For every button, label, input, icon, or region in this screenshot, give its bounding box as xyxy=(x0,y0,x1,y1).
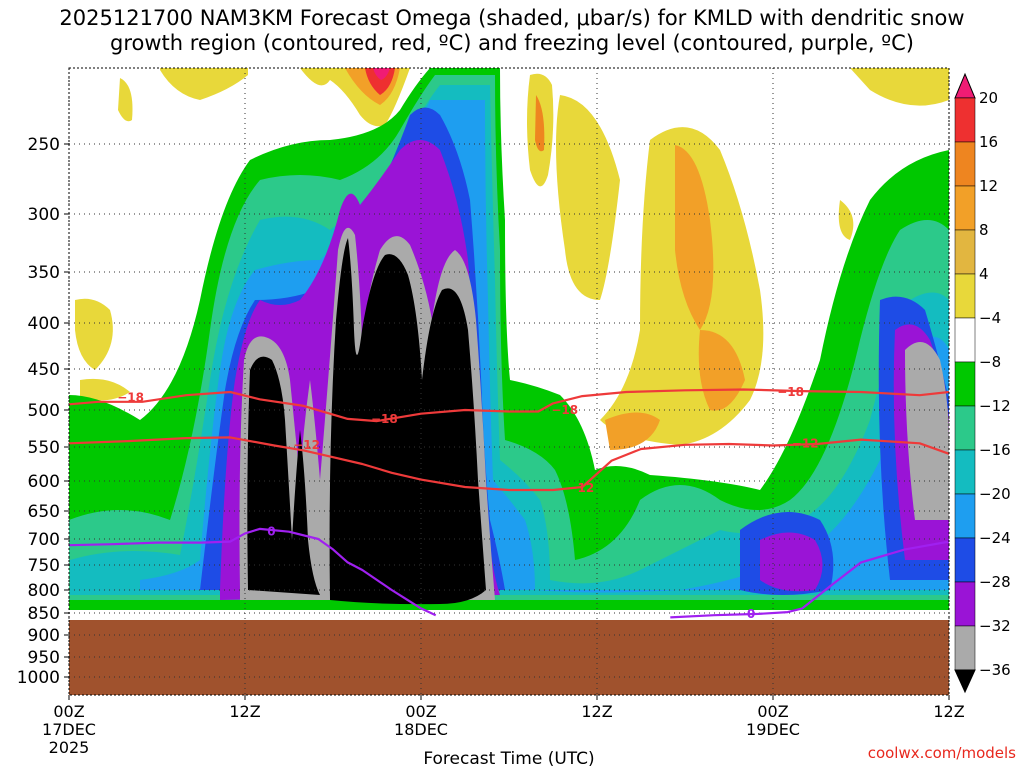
colorbar-label-1: 16 xyxy=(979,133,998,151)
colorbar-bin-11 xyxy=(954,537,976,583)
contour-label-2: −18 xyxy=(551,403,578,417)
colorbar-bin-8 xyxy=(954,405,976,451)
ytick-label-750: 750 xyxy=(28,556,60,576)
colorbar-label-11: −28 xyxy=(979,573,1011,591)
colorbar-bin-2 xyxy=(954,141,976,187)
xtick-label-2: 00Z xyxy=(405,702,436,721)
plot-frame xyxy=(68,67,950,696)
colorbar-label-0: 20 xyxy=(979,89,998,107)
contour-label-0: −18 xyxy=(117,391,144,405)
credit-link[interactable]: coolwx.com/models xyxy=(867,744,1016,762)
series-dgz_minus18 xyxy=(69,388,949,423)
colorbar-bin-12 xyxy=(954,581,976,627)
ytick-label-600: 600 xyxy=(28,472,60,492)
colorbar-bin-4 xyxy=(954,229,976,275)
xtick-date-2: 18DEC xyxy=(394,720,448,739)
chart-title-line-2: growth region (contoured, red, ºC) and f… xyxy=(110,31,914,55)
temperature-contours xyxy=(69,388,949,619)
ytick-label-650: 650 xyxy=(28,502,60,522)
ytick-label-450: 450 xyxy=(28,360,60,380)
ytick-label-400: 400 xyxy=(28,314,60,334)
ytick-label-500: 500 xyxy=(28,401,60,421)
xtick-label-0: 00Z xyxy=(53,702,84,721)
pressure-axis: 2503003504004505005506006507007508008509… xyxy=(17,135,69,688)
colorbar-bin-9 xyxy=(954,449,976,495)
omega-negative-shading xyxy=(69,68,949,610)
colorbar-label-5: −4 xyxy=(979,309,1001,327)
xtick-label-1: 12Z xyxy=(229,702,260,721)
colorbar-bin-6 xyxy=(954,317,976,363)
chart-title-line-1: 2025121700 NAM3KM Forecast Omega (shaded… xyxy=(59,6,965,30)
colorbar-label-4: 4 xyxy=(979,265,989,283)
ytick-label-800: 800 xyxy=(28,581,60,601)
ytick-label-700: 700 xyxy=(28,530,60,550)
colorbar-bin-10 xyxy=(954,493,976,539)
colorbar-label-13: −36 xyxy=(979,661,1011,679)
series-dgz_minus12 xyxy=(69,436,949,492)
omega-positive-shading xyxy=(75,68,949,660)
ytick-label-900: 900 xyxy=(28,626,60,646)
ytick-label-850: 850 xyxy=(28,604,60,624)
colorbar-label-6: −8 xyxy=(979,353,1001,371)
colorbar-label-8: −16 xyxy=(979,441,1011,459)
contour-label-3: −18 xyxy=(777,385,804,399)
xtick-date-0: 17DEC xyxy=(42,720,96,739)
ytick-label-550: 550 xyxy=(28,438,60,458)
contour-labels: −18 −18 −18 −18 −12 −12 −12 0 0 xyxy=(117,385,818,621)
ytick-label-250: 250 xyxy=(28,135,60,155)
contour-label-5: −12 xyxy=(567,481,594,495)
colorbar-bin-3 xyxy=(954,185,976,231)
colorbar-label-7: −12 xyxy=(979,397,1011,415)
colorbar-arrow-bottom xyxy=(954,669,976,694)
ytick-label-300: 300 xyxy=(28,205,60,225)
xtick-label-3: 12Z xyxy=(581,702,612,721)
colorbar-label-9: −20 xyxy=(979,485,1011,503)
x-axis-label: Forecast Time (UTC) xyxy=(423,749,594,768)
ytick-label-350: 350 xyxy=(28,263,60,283)
contour-label-8: 0 xyxy=(747,607,755,621)
grid xyxy=(68,68,950,695)
colorbar-bin-1 xyxy=(954,97,976,143)
series-freezing_level_0 xyxy=(69,527,437,617)
xtick-date-4: 19DEC xyxy=(746,720,800,739)
contour-label-4: −12 xyxy=(293,438,320,452)
colorbar-arrow-top xyxy=(954,72,976,99)
contour-label-7: 0 xyxy=(267,525,275,539)
colorbar-bin-5 xyxy=(954,273,976,319)
colorbar-label-12: −32 xyxy=(979,617,1011,635)
series-freezing_level_0_late xyxy=(670,540,949,619)
ytick-label-1000: 1000 xyxy=(17,668,60,688)
colorbar: 20 16 12 8 4 −4 −8 −12 −16 −20 −24 −28 −32 −36 xyxy=(954,72,1011,694)
colorbar-bin-13 xyxy=(954,625,976,671)
contour-label-6: −12 xyxy=(792,436,819,450)
xtick-label-4: 00Z xyxy=(757,702,788,721)
xtick-label-5: 12Z xyxy=(933,702,964,721)
ytick-label-950: 950 xyxy=(28,648,60,668)
xtick-year-0: 2025 xyxy=(49,738,90,757)
colorbar-label-2: 12 xyxy=(979,177,998,195)
contour-label-1: −18 xyxy=(371,412,398,426)
colorbar-label-10: −24 xyxy=(979,529,1011,547)
colorbar-bin-7 xyxy=(954,361,976,407)
colorbar-label-3: 8 xyxy=(979,221,989,239)
